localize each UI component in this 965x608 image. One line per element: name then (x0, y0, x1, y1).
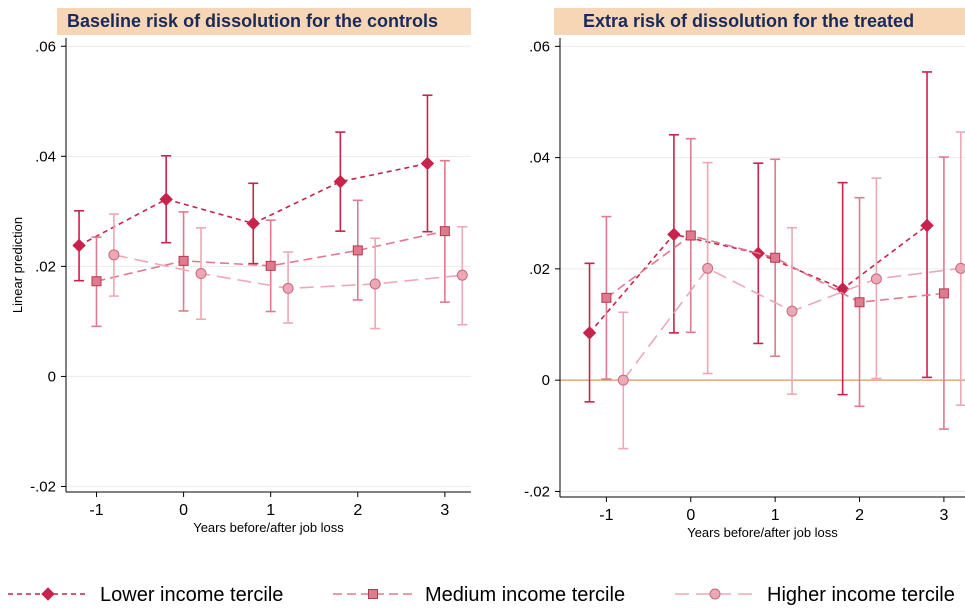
data-point (920, 218, 934, 233)
data-point (770, 252, 781, 263)
data-point (178, 255, 189, 266)
legend: Lower income tercile Medium income tercil… (8, 584, 955, 606)
data-point (333, 174, 348, 189)
legend-item-higher: Higher income tercile (675, 584, 955, 606)
y-tick-label: 0 (48, 368, 56, 385)
x-tick-label: 1 (771, 507, 780, 524)
data-point (702, 262, 714, 274)
series-higher (108, 213, 468, 330)
data-point (91, 276, 102, 287)
x-tick-label: 2 (855, 507, 864, 524)
y-tick-label: .04 (529, 150, 550, 167)
panel-2: Extra risk of dissolution for the treate… (524, 8, 965, 540)
series-higher (617, 131, 965, 450)
data-point (72, 238, 86, 253)
x-tick-label: -1 (599, 507, 613, 524)
data-point (685, 230, 696, 241)
panel-title: Extra risk of dissolution for the treate… (583, 11, 914, 31)
data-point (456, 269, 468, 281)
data-point (265, 260, 276, 271)
plot-area (72, 94, 468, 330)
panel-title-band (57, 8, 471, 35)
legend-item-lower: Lower income tercile (8, 584, 283, 606)
data-point (108, 249, 120, 261)
y-tick-label: .02 (529, 261, 550, 278)
data-point (667, 227, 681, 242)
legend-label: Higher income tercile (767, 584, 955, 606)
x-axis-label: Years before/after job loss (193, 520, 344, 535)
data-point (835, 282, 850, 296)
panel-1: Baseline risk of dissolution for the con… (10, 8, 471, 535)
y-tick-label: .06 (529, 38, 550, 55)
series-lower (72, 94, 435, 282)
legend-marker (709, 588, 721, 600)
data-point (352, 245, 363, 256)
data-point (195, 268, 207, 280)
x-axis-label: Years before/after job loss (687, 525, 838, 540)
data-point (938, 288, 949, 299)
legend-marker (41, 587, 55, 601)
data-point (955, 262, 965, 274)
x-tick-label: 0 (179, 502, 188, 519)
x-tick-label: 1 (266, 502, 275, 519)
series-lower (582, 71, 934, 403)
plot-area (582, 71, 965, 450)
x-tick-label: 3 (939, 507, 948, 524)
x-tick-label: 3 (440, 502, 449, 519)
data-point (854, 297, 865, 308)
y-axis-label: Linear prediction (10, 217, 25, 313)
data-point (420, 156, 435, 171)
y-tick-label: -.02 (524, 483, 550, 500)
legend-marker (368, 589, 378, 599)
y-tick-label: 0 (542, 372, 550, 389)
data-point (601, 292, 612, 303)
data-point (439, 226, 450, 237)
data-point (870, 273, 882, 285)
legend-label: Medium income tercile (425, 584, 625, 606)
y-tick-label: .06 (35, 38, 56, 55)
panel-title-band (554, 8, 965, 35)
x-tick-label: -1 (89, 502, 103, 519)
data-point (159, 192, 173, 206)
x-tick-label: 0 (686, 507, 695, 524)
series-medium (91, 159, 450, 328)
data-point (282, 282, 294, 294)
x-tick-label: 2 (353, 502, 362, 519)
series-medium (601, 137, 949, 430)
panel-title: Baseline risk of dissolution for the con… (67, 11, 438, 31)
y-tick-label: -.02 (30, 478, 56, 495)
series-line (605, 234, 944, 304)
y-tick-label: .04 (35, 148, 56, 165)
data-point (246, 216, 260, 231)
legend-label: Lower income tercile (100, 584, 283, 606)
legend-item-medium: Medium income tercile (333, 584, 625, 606)
data-point (786, 305, 798, 317)
data-point (582, 326, 597, 340)
data-point (617, 374, 629, 386)
y-tick-label: .02 (35, 258, 56, 275)
data-point (369, 278, 381, 290)
